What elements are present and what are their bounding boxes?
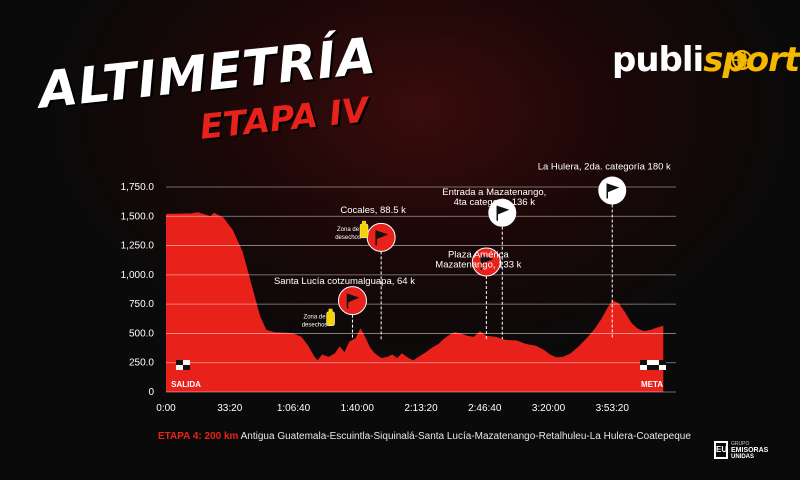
footer-route-text: Antigua Guatemala-Escuintla-Siquinalá-Sa… (240, 431, 691, 442)
annotation-flag-circle (471, 247, 501, 277)
annotation-label: 4ta categoría 136 k (454, 197, 536, 208)
annotation-label: Cocales, 88.5 k (340, 205, 406, 216)
waste-zone-label: desechos (335, 235, 361, 241)
emisoras-unidas-logo: EU GRUPO EMISORAS UNIDAS (714, 440, 768, 462)
publisport-logo: publisport (612, 40, 800, 80)
y-tick-label: 1,000.0 (121, 270, 155, 281)
y-tick-label: 1,750.0 (121, 182, 155, 193)
waste-zone-label: desechos (302, 323, 328, 329)
y-tick-label: 500.0 (129, 328, 154, 339)
annotation-flag-circle (366, 222, 396, 252)
brand-line-3: UNIDAS (731, 454, 755, 460)
logo-part-1: publi (612, 40, 704, 80)
finish-label: META (641, 380, 663, 389)
x-tick-label: 1:06:40 (277, 403, 311, 414)
y-tick-label: 1,250.0 (121, 241, 155, 252)
flag-icon (347, 293, 360, 303)
start-flag-icon (176, 360, 190, 370)
y-tick-label: 0 (148, 387, 154, 398)
elevation-area (166, 212, 664, 392)
waste-zone-label: Zona de (304, 315, 327, 321)
footer-stage: ETAPA 4: 200 km (158, 431, 239, 442)
finish-flag-left-icon (640, 360, 654, 370)
x-tick-label: 2:13:20 (404, 403, 438, 414)
finish-flag-checker-icon (640, 360, 666, 370)
brand-box: EU (714, 441, 728, 459)
footer-route: ETAPA 4: 200 km Antigua Guatemala-Escuin… (158, 431, 691, 442)
x-tick-label: 0:00 (156, 403, 176, 414)
x-tick-label: 3:53:20 (596, 403, 630, 414)
x-tick-label: 1:40:00 (341, 403, 375, 414)
annotation-label: Plaza América (448, 249, 509, 260)
globe-icon (732, 50, 752, 70)
annotation-flag-circle (488, 198, 517, 227)
x-tick-label: 3:20:00 (532, 403, 566, 414)
bottle-cap-icon (362, 220, 367, 224)
x-tick-label: 2:46:40 (468, 403, 502, 414)
y-tick-label: 250.0 (129, 358, 154, 369)
flag-icon (481, 254, 494, 264)
start-label: SALIDA (171, 380, 201, 389)
annotation-label: Mazatenango, 133 k (435, 259, 521, 270)
start-flag-checker-icon (176, 360, 190, 370)
annotation-flag-circle (337, 286, 367, 316)
bottle-cap-icon (328, 308, 333, 312)
y-tick-label: 1,500.0 (121, 211, 155, 222)
bottle-icon (326, 311, 335, 326)
annotation-flag-circle (598, 176, 627, 205)
brand-line-2: EMISORAS (731, 447, 769, 454)
x-tick-label: 33:20 (217, 403, 242, 414)
flag-icon (497, 205, 510, 215)
brand-line-1: GRUPO (731, 441, 750, 447)
annotation-label: La Hulera, 2da. categoría 180 k (538, 161, 671, 172)
bottle-icon (359, 223, 369, 239)
flag-icon (376, 230, 389, 240)
annotation-label: Entrada a Mazatenango, (442, 187, 546, 198)
waste-zone-label: Zona de (337, 227, 360, 233)
annotation-label: Santa Lucía cotzumalguapa, 64 k (274, 276, 415, 287)
flag-icon (607, 183, 620, 193)
y-tick-label: 750.0 (129, 299, 154, 310)
